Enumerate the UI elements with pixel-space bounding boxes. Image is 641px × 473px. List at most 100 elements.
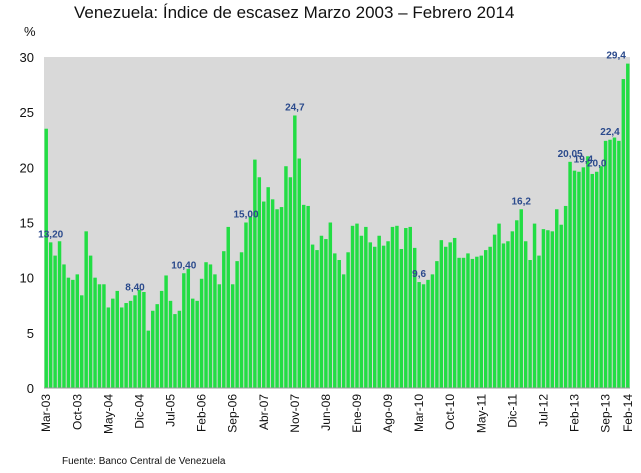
- bar: [208, 264, 213, 388]
- bar: [301, 204, 306, 388]
- bar: [66, 277, 71, 388]
- bar: [577, 171, 581, 388]
- bar: [279, 207, 284, 388]
- bar: [626, 63, 630, 389]
- bar: [479, 255, 484, 388]
- bar: [164, 275, 168, 388]
- bar: [253, 159, 257, 388]
- data-label: 24,7: [285, 103, 305, 114]
- bar: [439, 240, 444, 388]
- bar: [297, 158, 301, 388]
- bar: [248, 216, 253, 388]
- bar: [395, 225, 399, 388]
- bar: [84, 231, 88, 388]
- x-tick-label: Oct-10: [443, 394, 457, 430]
- bar: [71, 279, 75, 388]
- bar: [550, 231, 555, 388]
- bar: [417, 282, 421, 388]
- bar: [586, 156, 590, 388]
- bar: [266, 187, 270, 388]
- bar: [386, 241, 390, 388]
- x-tick-label: May-04: [101, 394, 115, 434]
- bar: [448, 242, 452, 388]
- bar: [319, 235, 324, 388]
- x-tick-label: Mar-03: [39, 394, 53, 432]
- data-label: 29,4: [606, 51, 626, 62]
- bar: [226, 226, 230, 388]
- data-label: 20,0: [587, 159, 607, 170]
- bar: [97, 284, 102, 388]
- bar: [421, 284, 426, 388]
- bar: [310, 244, 315, 388]
- data-label: 19,4: [574, 154, 594, 165]
- bar: [44, 128, 48, 388]
- bar: [510, 231, 515, 388]
- x-tick-label: Feb-13: [568, 394, 582, 432]
- bar: [346, 252, 350, 388]
- bar: [213, 274, 217, 388]
- x-tick-label: Sep-06: [226, 394, 240, 433]
- bar: [515, 220, 519, 388]
- bar: [559, 224, 563, 388]
- bar: [119, 307, 124, 388]
- bar: [466, 253, 470, 388]
- bar: [590, 173, 594, 388]
- bar: [159, 290, 164, 388]
- data-label: 9,6: [412, 269, 426, 280]
- bar: [93, 277, 97, 388]
- x-axis: Mar-03 Oct-03 May-04 Dic-04 Jul-05 Feb-06 Sep-…: [39, 394, 635, 434]
- data-label: 15,00: [233, 210, 258, 221]
- bar: [608, 139, 612, 388]
- bar: [262, 201, 266, 388]
- bar: [568, 161, 572, 388]
- x-tick-label: Feb-06: [195, 394, 209, 432]
- bar: [341, 274, 346, 388]
- x-tick-label: Feb-14: [621, 394, 635, 432]
- bar: [173, 314, 177, 388]
- bar: [594, 171, 599, 388]
- bar: [408, 226, 412, 388]
- bar: [239, 252, 244, 388]
- bar: [288, 177, 293, 388]
- bar: [506, 241, 510, 388]
- bar: [497, 223, 501, 388]
- plot-area: [44, 57, 630, 388]
- bar: [177, 310, 182, 388]
- bar: [475, 256, 479, 388]
- bar: [599, 166, 603, 388]
- x-tick-label: Dic-04: [132, 394, 146, 429]
- bar: [581, 167, 586, 388]
- bar: [333, 253, 337, 388]
- bar: [350, 225, 355, 388]
- bar: [275, 209, 279, 388]
- y-tick-label: 0: [27, 381, 34, 396]
- bar: [368, 242, 373, 388]
- bar: [412, 247, 417, 388]
- bar: [426, 279, 430, 388]
- data-label: 20,05: [558, 149, 583, 160]
- bar: [57, 241, 62, 388]
- bar: [195, 300, 199, 388]
- bar: [364, 226, 368, 388]
- bar: [137, 289, 142, 388]
- bar: [483, 250, 488, 388]
- bar: [555, 209, 559, 388]
- bar: [270, 199, 275, 388]
- bar: [62, 264, 66, 388]
- bar: [75, 274, 80, 388]
- bar: [235, 261, 239, 388]
- y-tick-label: 30: [20, 50, 34, 65]
- source-note: Fuente: Banco Central de Venezuela: [62, 456, 226, 467]
- bar: [377, 235, 381, 388]
- bar: [603, 140, 608, 388]
- x-tick-label: Nov-07: [288, 394, 302, 433]
- bar: [230, 284, 235, 388]
- bar: [293, 115, 297, 388]
- data-labels: 13,208,4010,4015,0024,79,616,220,0519,42…: [38, 51, 626, 294]
- y-axis: 0 5 10 15 20 25 30: [20, 50, 34, 396]
- data-label: 22,4: [600, 127, 620, 138]
- bar: [324, 239, 328, 388]
- bar: [182, 273, 186, 388]
- bar: [88, 255, 93, 388]
- bar: [204, 262, 208, 388]
